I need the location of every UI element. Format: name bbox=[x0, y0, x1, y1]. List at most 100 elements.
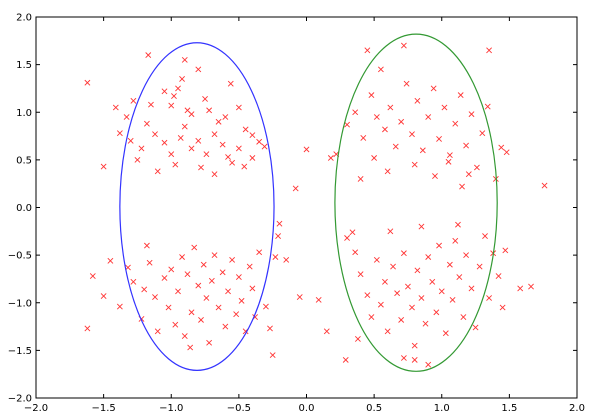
data-point bbox=[191, 244, 198, 251]
data-point bbox=[203, 151, 210, 158]
data-point bbox=[498, 144, 505, 151]
data-point bbox=[486, 295, 493, 301]
data-point bbox=[445, 158, 452, 165]
data-point bbox=[433, 309, 440, 316]
data-point bbox=[202, 95, 208, 102]
data-point bbox=[419, 147, 426, 154]
data-point bbox=[373, 114, 380, 120]
data-point bbox=[225, 288, 231, 295]
data-point bbox=[384, 328, 391, 335]
data-point bbox=[436, 242, 442, 249]
x-tick-label: 1.0 bbox=[434, 403, 450, 414]
data-point bbox=[233, 311, 240, 318]
data-point bbox=[463, 252, 470, 259]
data-point bbox=[349, 229, 356, 236]
data-point bbox=[452, 120, 459, 127]
data-point bbox=[154, 328, 161, 335]
data-point bbox=[323, 328, 330, 335]
data-point bbox=[275, 233, 282, 239]
y-axis: 2.0 1.5 1.0 0.5 0.0 −0.5 −1.0 −1.5 −2.0 bbox=[8, 13, 577, 405]
data-point bbox=[198, 164, 204, 171]
data-point bbox=[409, 131, 415, 138]
data-point bbox=[403, 80, 410, 87]
data-point bbox=[246, 263, 253, 270]
data-point bbox=[499, 304, 506, 311]
data-point bbox=[175, 288, 181, 295]
data-point bbox=[211, 131, 218, 138]
data-point bbox=[272, 254, 279, 260]
data-point bbox=[242, 126, 249, 133]
data-point bbox=[468, 111, 475, 118]
data-point bbox=[327, 155, 334, 161]
data-point bbox=[235, 274, 242, 280]
data-point bbox=[188, 111, 195, 118]
data-point bbox=[154, 168, 161, 175]
data-point bbox=[422, 320, 429, 327]
x-tick-label: −1.0 bbox=[159, 403, 183, 414]
data-point bbox=[446, 261, 453, 268]
data-point bbox=[436, 136, 442, 142]
data-point bbox=[235, 104, 242, 111]
data-point bbox=[134, 156, 141, 163]
data-point bbox=[502, 247, 509, 254]
data-point bbox=[371, 155, 378, 161]
y-tick-label: 0.5 bbox=[16, 155, 32, 166]
y-tick-label: −2.0 bbox=[8, 394, 32, 405]
data-point bbox=[161, 88, 168, 95]
data-point bbox=[256, 249, 263, 256]
data-point bbox=[387, 104, 394, 111]
data-point bbox=[292, 185, 299, 192]
data-point bbox=[249, 132, 256, 139]
data-point bbox=[357, 271, 364, 278]
data-point bbox=[390, 263, 396, 270]
data-point bbox=[411, 342, 418, 349]
data-point bbox=[168, 102, 175, 109]
data-point bbox=[161, 275, 168, 281]
data-point bbox=[267, 325, 273, 332]
data-point bbox=[165, 304, 172, 311]
y-tick-label: −0.5 bbox=[8, 251, 32, 262]
data-point bbox=[414, 97, 421, 104]
cluster-ellipse bbox=[334, 33, 498, 372]
data-point bbox=[211, 171, 218, 178]
x-tick-label: −1.5 bbox=[91, 403, 115, 414]
data-point bbox=[177, 135, 184, 141]
data-point bbox=[400, 42, 407, 49]
data-point bbox=[84, 79, 91, 86]
data-point bbox=[377, 301, 384, 308]
data-point bbox=[400, 250, 407, 257]
data-points bbox=[84, 42, 548, 368]
data-point bbox=[429, 278, 436, 285]
data-point bbox=[241, 163, 248, 170]
data-point bbox=[112, 104, 119, 111]
data-point bbox=[235, 145, 242, 152]
x-tick-label: 0.5 bbox=[366, 403, 382, 414]
data-point bbox=[123, 114, 130, 120]
data-point bbox=[457, 92, 464, 99]
data-point bbox=[425, 361, 432, 368]
data-point bbox=[344, 235, 350, 241]
y-tick-label: 0.0 bbox=[16, 203, 32, 214]
data-point bbox=[411, 356, 418, 363]
data-point bbox=[418, 295, 425, 301]
data-point bbox=[181, 56, 188, 63]
data-point bbox=[468, 285, 475, 292]
data-point bbox=[283, 256, 290, 263]
data-point bbox=[354, 336, 361, 342]
x-axis: −2.0 −1.5 −1.0 −0.5 0.0 0.5 1.0 1.5 2.0 bbox=[24, 17, 585, 414]
data-point bbox=[148, 101, 154, 108]
data-point bbox=[200, 261, 207, 268]
data-point bbox=[263, 303, 269, 310]
y-tick-label: −1.0 bbox=[8, 298, 32, 309]
data-point bbox=[360, 135, 367, 141]
data-point bbox=[215, 118, 222, 125]
data-point bbox=[438, 288, 445, 295]
data-point bbox=[229, 256, 236, 263]
data-point bbox=[211, 252, 218, 259]
data-point bbox=[143, 120, 150, 127]
data-point bbox=[168, 151, 175, 158]
data-point bbox=[222, 114, 229, 120]
data-point bbox=[442, 330, 449, 337]
data-point bbox=[418, 223, 425, 230]
data-point bbox=[179, 254, 185, 260]
